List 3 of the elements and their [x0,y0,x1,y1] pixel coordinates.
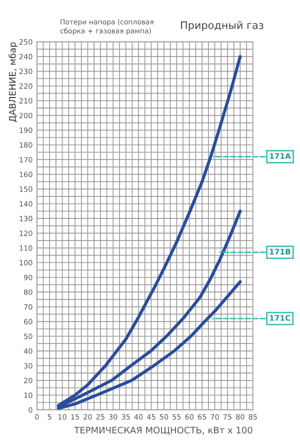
chart-subtitle: Природный газ [181,21,264,32]
y-axis-title: ДАВЛЕНИЕ, мбар [8,42,18,122]
x-axis-title: ТЕРМИЧЕСКАЯ МОЩНОСТЬ, кВт х 100 [74,426,252,435]
